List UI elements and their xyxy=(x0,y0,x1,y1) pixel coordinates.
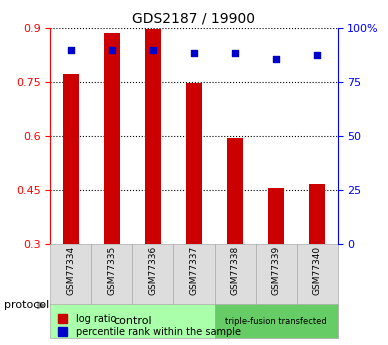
Bar xyxy=(104,33,120,244)
Title: GDS2187 / 19900: GDS2187 / 19900 xyxy=(132,11,256,25)
Point xyxy=(273,56,279,62)
Text: GSM77338: GSM77338 xyxy=(230,246,239,295)
FancyBboxPatch shape xyxy=(215,244,256,305)
Text: GSM77339: GSM77339 xyxy=(272,246,281,295)
Bar xyxy=(268,188,284,244)
Point xyxy=(191,50,197,56)
Legend: log ratio, percentile rank within the sample: log ratio, percentile rank within the sa… xyxy=(55,312,244,340)
FancyBboxPatch shape xyxy=(215,304,338,338)
FancyBboxPatch shape xyxy=(173,244,215,305)
Point xyxy=(68,48,74,53)
Text: GSM77337: GSM77337 xyxy=(189,246,199,295)
Bar xyxy=(63,75,79,244)
Text: GSM77335: GSM77335 xyxy=(107,246,116,295)
Bar xyxy=(145,29,161,244)
Bar xyxy=(309,184,325,244)
Text: control: control xyxy=(113,316,152,326)
Point xyxy=(314,52,320,58)
Text: GSM77334: GSM77334 xyxy=(66,246,75,295)
Text: GSM77336: GSM77336 xyxy=(149,246,158,295)
Text: protocol: protocol xyxy=(4,300,49,310)
Bar xyxy=(227,138,243,244)
FancyBboxPatch shape xyxy=(132,244,173,305)
Point xyxy=(109,48,115,53)
Point xyxy=(232,50,238,56)
Text: GSM77340: GSM77340 xyxy=(313,246,322,295)
Text: triple-fusion transfected: triple-fusion transfected xyxy=(225,317,327,326)
Bar xyxy=(186,83,202,244)
FancyBboxPatch shape xyxy=(92,244,132,305)
FancyBboxPatch shape xyxy=(296,244,338,305)
FancyBboxPatch shape xyxy=(50,304,215,338)
FancyBboxPatch shape xyxy=(256,244,296,305)
FancyBboxPatch shape xyxy=(50,244,92,305)
Point xyxy=(150,48,156,53)
